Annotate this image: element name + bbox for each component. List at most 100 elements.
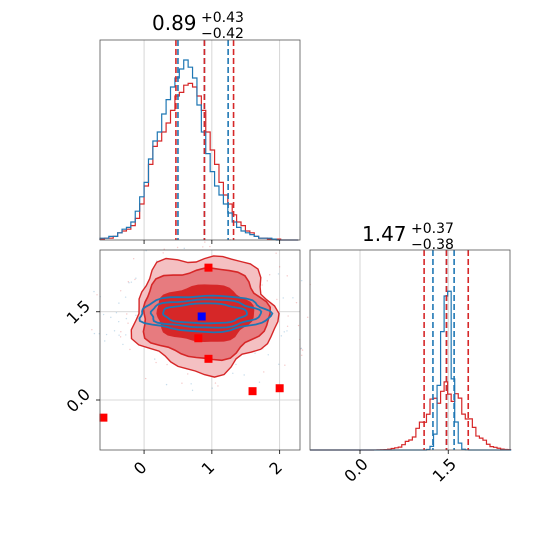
scatter-point: [235, 363, 237, 366]
scatter-point: [119, 336, 122, 338]
tick-labels: 0 1 2 0.0 1.5 0.0 1.5: [63, 240, 460, 486]
scatter-point: [125, 334, 127, 336]
red-marker: [99, 413, 108, 422]
scatter-point: [104, 340, 106, 342]
p2-hist-x-tick-label: 0.0: [340, 454, 371, 485]
p1-hist-frame: [99, 39, 301, 241]
p1-hist-red: [99, 82, 299, 241]
scatter-point: [176, 246, 179, 249]
scatter-point: [130, 281, 133, 283]
blue-contour-level-2: [149, 298, 263, 329]
scatter-point: [300, 347, 303, 350]
red-marker: [194, 334, 203, 343]
p2-histogram-panel: [309, 249, 512, 451]
scatter-point: [163, 248, 165, 250]
scatter-point: [119, 290, 122, 292]
scatter-point: [126, 313, 128, 315]
scatter-point: [301, 354, 303, 357]
joint-y-tick-label: 0.0: [63, 385, 94, 416]
scatter-point: [283, 331, 285, 333]
scatter-point: [202, 246, 204, 248]
p2-title: 1.47 +0.37 −0.38: [362, 221, 454, 253]
scatter-point: [306, 316, 309, 318]
scatter-point: [268, 274, 271, 276]
scatter-point: [91, 329, 93, 331]
scatter-point: [144, 377, 147, 380]
scatter-point: [254, 352, 256, 354]
p2-title-minus: −0.38: [411, 237, 454, 253]
scatter-point: [165, 383, 168, 386]
scatter-point: [232, 372, 234, 374]
p2-title-value: 1.47: [362, 222, 407, 246]
scatter-point: [118, 320, 120, 323]
scatter-point: [134, 278, 136, 281]
scatter-point: [292, 297, 294, 299]
scatter-point: [93, 332, 96, 335]
red-marker: [275, 384, 284, 393]
scatter-point: [275, 252, 277, 254]
blue-contour-level-1: [162, 302, 248, 325]
scatter-point: [102, 313, 105, 316]
scatter-point: [286, 275, 288, 277]
scatter-point: [96, 294, 98, 296]
scatter-point: [243, 374, 245, 376]
joint-contour-panel: [91, 239, 311, 451]
scatter-point: [129, 348, 131, 351]
joint-frame: [99, 249, 301, 451]
scatter-point: [297, 324, 300, 327]
scatter-point: [301, 349, 304, 351]
p1-hist-blue: [99, 59, 299, 241]
scatter-point: [286, 325, 289, 327]
joint-y-tick-label: 1.5: [63, 296, 94, 327]
scatter-point: [110, 316, 112, 319]
scatter-point: [115, 311, 118, 314]
p2-hist-red: [310, 381, 512, 451]
scatter-point: [278, 266, 281, 268]
scatter-point: [132, 258, 135, 260]
scatter-point: [113, 330, 116, 332]
scatter-point: [155, 361, 157, 364]
p2-title-plus: +0.37: [411, 221, 454, 237]
scatter-point: [105, 333, 108, 336]
red-marker: [248, 387, 257, 396]
scatter-point: [181, 382, 183, 384]
scatter-point: [166, 363, 168, 366]
scatter-point: [118, 334, 120, 336]
scatter-point: [282, 297, 284, 299]
scatter-point: [209, 245, 211, 248]
scatter-point: [128, 282, 130, 284]
scatter-point: [301, 279, 303, 282]
scatter-point: [191, 389, 194, 392]
scatter-point: [156, 260, 158, 262]
scatter-point: [295, 301, 298, 304]
scatter-point: [229, 239, 231, 241]
blue-marker: [197, 312, 206, 321]
scatter-point: [267, 354, 269, 356]
scatter-point: [211, 387, 213, 389]
scatter-point: [266, 280, 268, 282]
scatter-point: [122, 343, 124, 346]
scatter-point: [120, 331, 122, 333]
red-marker: [204, 354, 213, 363]
scatter-point: [204, 241, 206, 243]
scatter-point: [258, 381, 261, 383]
scatter-point: [286, 330, 288, 332]
scatter-point: [287, 315, 289, 317]
p2-hist-x-tick-label: 1.5: [429, 454, 460, 485]
scatter-point: [183, 247, 185, 250]
scatter-point: [284, 364, 286, 366]
scatter-point: [118, 302, 120, 304]
scatter-point: [154, 358, 156, 360]
p1-title: 0.89 +0.43 −0.42: [152, 10, 244, 42]
joint-x-tick-label: 0: [130, 458, 151, 479]
blue-contour-level-3: [138, 294, 274, 334]
scatter-point: [280, 335, 283, 337]
scatter-point: [263, 371, 265, 373]
scatter-point: [93, 290, 95, 293]
joint-x-tick-label: 1: [198, 458, 219, 479]
p1-title-plus: +0.43: [201, 10, 244, 26]
scatter-point: [277, 273, 280, 275]
scatter-point: [162, 252, 164, 254]
scatter-point: [127, 322, 129, 324]
